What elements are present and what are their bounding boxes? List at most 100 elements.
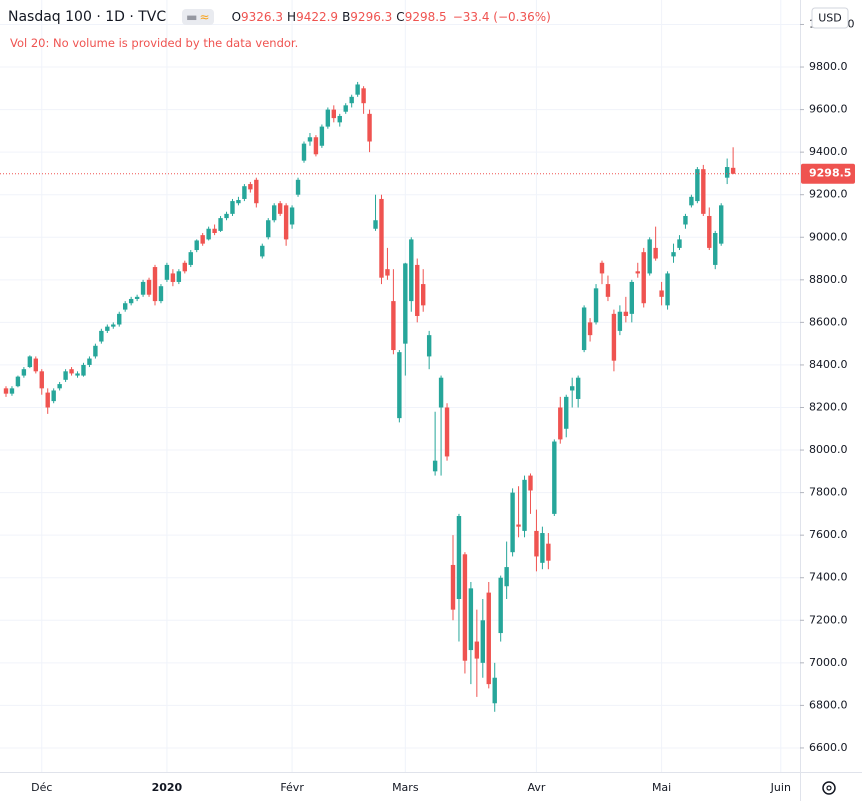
legend-header: Nasdaq 100 · 1D · TVC ▬ ≈ O9326.3 H9422.9 B… bbox=[8, 9, 551, 25]
candle-body bbox=[581, 307, 587, 351]
x-tick-label: Avr bbox=[527, 781, 545, 794]
candle-body bbox=[87, 358, 92, 365]
candle-body bbox=[21, 369, 27, 376]
candle-body bbox=[75, 373, 80, 376]
candle-body bbox=[421, 284, 426, 306]
candle-body bbox=[164, 264, 170, 280]
y-tick-label: 8800.0 bbox=[809, 273, 848, 286]
candle-body bbox=[69, 369, 74, 374]
y-tick-label: 7600.0 bbox=[809, 528, 848, 541]
candle-body bbox=[629, 281, 634, 314]
candle-body bbox=[51, 390, 56, 402]
candle-body bbox=[719, 205, 724, 244]
candles bbox=[0, 81, 800, 712]
candle-body bbox=[146, 279, 152, 295]
candle-body bbox=[254, 179, 259, 204]
hide-icon[interactable]: ▬ bbox=[186, 10, 198, 24]
gear-center[interactable] bbox=[826, 785, 832, 791]
candle-body bbox=[355, 84, 360, 95]
x-tick-label: Févr bbox=[280, 781, 304, 794]
candle-body bbox=[403, 263, 408, 344]
last-price-badge bbox=[801, 163, 855, 184]
candle-body bbox=[534, 530, 539, 557]
candle-body bbox=[27, 356, 33, 368]
y-tick-label: 6600.0 bbox=[809, 741, 848, 754]
candle-body bbox=[397, 352, 402, 419]
candle-body bbox=[93, 345, 98, 357]
candle-body bbox=[242, 186, 247, 199]
candle-body bbox=[695, 169, 700, 202]
x-tick-label: 2020 bbox=[152, 781, 183, 794]
candle-body bbox=[123, 303, 128, 310]
currency-label[interactable]: USD bbox=[818, 12, 842, 25]
last-price-label: 9298.5 bbox=[809, 167, 851, 180]
change: −33.4 (−0.36%) bbox=[452, 10, 551, 24]
candle-body bbox=[367, 113, 372, 142]
candle-body bbox=[206, 228, 211, 240]
wave-icon[interactable]: ≈ bbox=[199, 10, 210, 24]
settings-icon[interactable] bbox=[822, 781, 836, 795]
candle-body bbox=[647, 239, 652, 274]
candle-body bbox=[575, 377, 581, 399]
symbol[interactable]: Nasdaq 100 · 1D · TVC bbox=[8, 9, 167, 25]
toggle-icons[interactable]: ▬ ≈ bbox=[182, 9, 214, 25]
currency-badge[interactable] bbox=[811, 7, 849, 29]
candle-body bbox=[9, 388, 15, 394]
candle-body bbox=[683, 215, 688, 225]
candle-body bbox=[200, 235, 205, 244]
candle-body bbox=[117, 313, 122, 325]
candle-body bbox=[707, 215, 712, 248]
candle-body bbox=[498, 577, 503, 634]
candle-body bbox=[63, 371, 68, 380]
candle-body bbox=[140, 281, 146, 295]
candle-body bbox=[337, 115, 342, 123]
candle-body bbox=[552, 441, 557, 514]
candle-body bbox=[391, 301, 396, 351]
y-tick-label: 6800.0 bbox=[809, 698, 848, 711]
candle-body bbox=[724, 167, 730, 178]
candle-body bbox=[128, 298, 134, 304]
candle-body bbox=[641, 252, 646, 304]
candle-body bbox=[468, 588, 474, 651]
candle-body bbox=[272, 205, 277, 221]
candle-body bbox=[522, 479, 527, 531]
candle-body bbox=[260, 245, 265, 257]
candle-body bbox=[480, 620, 485, 663]
candle-body bbox=[510, 492, 515, 553]
candle-body bbox=[152, 267, 158, 302]
candle-body bbox=[528, 475, 533, 491]
x-tick-label: Mai bbox=[652, 781, 671, 794]
x-tick-label: Mars bbox=[392, 781, 419, 794]
candle-body bbox=[3, 388, 9, 394]
candle-body bbox=[426, 335, 432, 357]
candle-body bbox=[15, 376, 21, 387]
candle-body bbox=[188, 252, 193, 265]
candle-body bbox=[611, 313, 617, 361]
candle-body bbox=[474, 641, 480, 659]
y-tick-label: 8000.0 bbox=[809, 443, 848, 456]
candle-body bbox=[236, 200, 241, 204]
volume-note: Vol 20: No volume is provided by the dat… bbox=[10, 36, 299, 50]
x-tick-label: Juin bbox=[770, 781, 791, 794]
candle-body bbox=[570, 386, 575, 391]
y-tick-label: 9800.0 bbox=[809, 60, 848, 73]
candle-body bbox=[295, 179, 301, 195]
ohlc-key: C bbox=[396, 10, 405, 24]
candle-body bbox=[194, 240, 199, 251]
candle-body bbox=[212, 228, 217, 234]
ohlc-value: 9326.3 bbox=[241, 10, 284, 24]
candle-body bbox=[105, 326, 110, 331]
candle-body bbox=[361, 88, 366, 104]
gear[interactable] bbox=[822, 781, 836, 795]
candle-body bbox=[134, 296, 140, 299]
y-tick-label: 7800.0 bbox=[809, 486, 848, 499]
candle-body bbox=[349, 96, 354, 104]
candle-body bbox=[713, 233, 718, 265]
candle-body bbox=[289, 207, 295, 225]
ohlc-value: 9422.9 bbox=[296, 10, 339, 24]
candle-body bbox=[546, 543, 551, 561]
candle-body bbox=[444, 407, 450, 457]
x-tick-label: Déc bbox=[31, 781, 52, 794]
